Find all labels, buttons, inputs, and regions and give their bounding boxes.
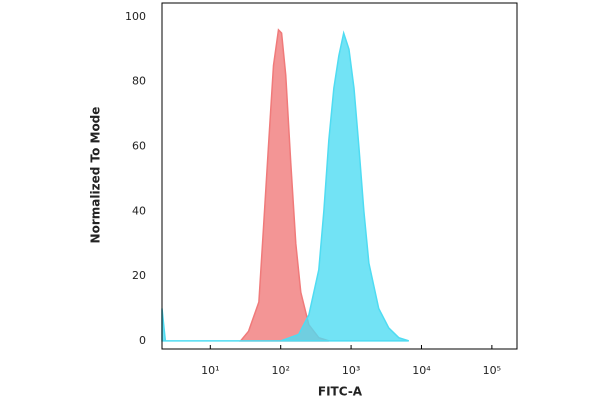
- x-tick-label: 10¹: [201, 364, 219, 377]
- x-tick-label: 10⁵: [483, 364, 501, 377]
- x-tick-label: 10⁴: [412, 364, 431, 377]
- y-tick-label: 40: [132, 204, 146, 217]
- histogram-area: [161, 30, 410, 342]
- y-tick-label: 60: [132, 140, 146, 153]
- y-tick-label: 100: [125, 10, 146, 23]
- y-tick-label: 0: [139, 334, 146, 347]
- plot-frame: [161, 2, 518, 350]
- x-tick-label: 10³: [342, 364, 360, 377]
- y-tick-label: 80: [132, 75, 146, 88]
- y-axis-title: Normalized To Mode: [89, 107, 103, 244]
- y-tick-label: 20: [132, 269, 146, 282]
- x-tick-label: 10²: [271, 364, 289, 377]
- x-axis-title: FITC-A: [318, 385, 363, 399]
